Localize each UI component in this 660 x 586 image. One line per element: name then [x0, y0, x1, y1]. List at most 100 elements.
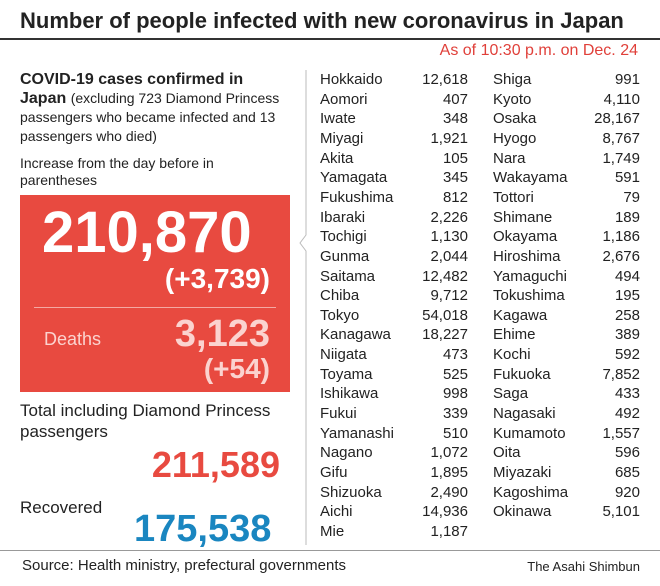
- prefecture: Kanagawa: [320, 326, 391, 344]
- note: (excluding 723 Diamond Princess passenge…: [20, 90, 280, 144]
- prefecture: Gifu: [320, 464, 348, 481]
- prefecture: Saga: [493, 385, 529, 403]
- prefecture: Shimane: [493, 208, 553, 226]
- prefecture: Fukuoka: [493, 365, 551, 383]
- cases: 812: [442, 188, 468, 206]
- cases: 591: [614, 169, 640, 187]
- prefecture: Yamanashi: [320, 424, 394, 442]
- cases: 1,921: [430, 129, 468, 147]
- cases: 210,870: [42, 200, 252, 265]
- prefecture: Ibaraki: [320, 208, 366, 226]
- increase-note: Increase from the day before in parenthe…: [20, 155, 214, 188]
- footer-rule: [0, 550, 660, 551]
- cases: 4,110: [603, 90, 640, 108]
- prefecture: Kagoshima: [493, 483, 569, 501]
- cases: 258: [614, 306, 640, 324]
- deaths-increase: (+54): [203, 353, 270, 384]
- heading: COVID-19 cases confirmed in Japan: [20, 71, 244, 107]
- prefecture: Yamaguchi: [493, 267, 567, 285]
- prefecture: Hokkaido: [320, 71, 383, 88]
- cases: 920: [614, 483, 640, 501]
- cases: 28,167: [594, 110, 640, 128]
- prefecture: Okinawa: [493, 503, 552, 521]
- total-label: Total including Diamond Princess passeng…: [20, 401, 271, 441]
- deaths-label: Deaths: [44, 329, 102, 349]
- cases: 433: [614, 385, 640, 403]
- cases: 79: [623, 188, 640, 206]
- prefecture: Tottori: [493, 188, 534, 206]
- cases: 525: [442, 365, 468, 383]
- prefecture: Fukushima: [320, 188, 394, 206]
- prefecture: Akita: [320, 149, 354, 167]
- prefecture: Wakayama: [493, 169, 568, 187]
- prefecture: Mie: [320, 522, 345, 540]
- cases: 14,936: [422, 503, 468, 521]
- prefecture: Miyagi: [320, 129, 364, 147]
- prefecture: Hiroshima: [493, 247, 561, 265]
- cases: 2,490: [430, 483, 468, 501]
- prefecture: Toyama: [320, 365, 373, 383]
- prefecture: Kumamoto: [493, 424, 566, 442]
- prefecture: Tokyo: [320, 306, 360, 324]
- prefecture: Nagano: [320, 444, 373, 462]
- source: Source: Health ministry, prefectural gov…: [22, 557, 347, 574]
- cases: 1,130: [430, 228, 468, 246]
- deaths: 3,123: [174, 313, 270, 355]
- title-rule: [0, 38, 660, 40]
- cases: 1,072: [430, 444, 468, 462]
- separator: [299, 70, 307, 545]
- cases: 8,767: [602, 129, 640, 147]
- cases: 592: [614, 346, 640, 364]
- title: Number of people infected with new coron…: [20, 8, 624, 33]
- prefecture: Okayama: [493, 228, 558, 246]
- cases: 1,895: [430, 464, 468, 481]
- credit: The Asahi Shimbun: [527, 559, 640, 574]
- cases: 1,557: [602, 424, 640, 442]
- cases: 9,712: [430, 287, 468, 305]
- cases: 12,482: [422, 267, 468, 285]
- prefecture: Aomori: [320, 90, 368, 108]
- prefecture: Tochigi: [320, 228, 367, 246]
- cases: 407: [442, 90, 468, 108]
- prefecture: Oita: [493, 444, 521, 462]
- cases: 1,186: [602, 228, 640, 246]
- prefecture: Nagasaki: [493, 405, 556, 423]
- cases: 348: [442, 110, 468, 128]
- prefecture: Miyazaki: [493, 464, 552, 481]
- cases: 998: [442, 385, 468, 403]
- recovered-label: Recovered: [20, 498, 103, 517]
- prefecture: Niigata: [320, 346, 367, 364]
- divider: [34, 307, 276, 308]
- cases: 339: [442, 405, 468, 423]
- prefecture: Nara: [493, 149, 526, 167]
- cases-box: 210,870 (+3,739) Deaths 3,123 (+54): [20, 195, 290, 392]
- prefecture: Shizuoka: [320, 483, 382, 501]
- cases: 7,852: [602, 365, 640, 383]
- prefecture: Ishikawa: [320, 385, 379, 403]
- cases: 105: [442, 149, 468, 167]
- prefecture: Kochi: [493, 346, 531, 364]
- summary-heading: COVID-19 cases confirmed in Japan (exclu…: [20, 70, 292, 146]
- prefecture: Kyoto: [493, 90, 532, 108]
- prefecture: Gunma: [320, 247, 370, 265]
- cases: 2,226: [430, 208, 468, 226]
- prefecture: Osaka: [493, 110, 537, 128]
- cases: 1,749: [602, 149, 640, 167]
- cases: 494: [614, 267, 640, 285]
- prefecture: Tokushima: [493, 287, 565, 305]
- cases: 510: [442, 424, 468, 442]
- cases: 5,101: [602, 503, 640, 521]
- cases: 2,044: [430, 247, 468, 265]
- cases: 685: [614, 464, 640, 481]
- prefecture: Chiba: [320, 287, 360, 305]
- cases: 1,187: [430, 522, 468, 540]
- cases: 18,227: [422, 326, 468, 344]
- prefecture: Yamagata: [320, 169, 388, 187]
- recovered: 175,538: [134, 508, 272, 550]
- prefecture: Iwate: [320, 110, 356, 128]
- total: 211,589: [151, 444, 280, 485]
- cases: 195: [614, 287, 640, 305]
- prefecture: Aichi: [320, 503, 353, 521]
- cases: 389: [614, 326, 640, 344]
